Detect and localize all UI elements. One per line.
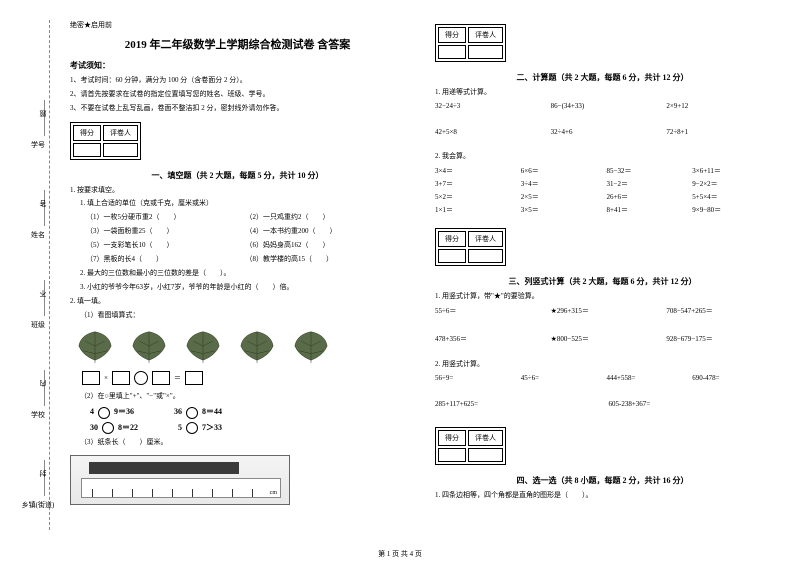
leaf-images — [70, 327, 405, 365]
q1-item: （1）一枚5分硬币重2（ ） — [86, 212, 246, 224]
q2-2: （2）在○里填上"+"、"−"或"×"。 — [80, 391, 405, 403]
binding-label: 姓名 — [18, 230, 58, 240]
equation-boxes: ×＝ — [82, 371, 405, 385]
q1-item: （4）一本书约重200（ ） — [246, 226, 406, 238]
score-box: 得分评卷人 — [435, 427, 506, 465]
calc-row: 56÷9=45÷6=444+558=690-478= — [435, 374, 770, 382]
score-box: 得分评卷人 — [70, 122, 141, 160]
score-box: 得分评卷人 — [435, 24, 506, 62]
q1-3: 3. 小红的爷爷今年63岁，小红7岁，爷爷的年龄是小红的（ ）倍。 — [80, 282, 405, 294]
score-box: 得分评卷人 — [435, 228, 506, 266]
s3-q1: 1. 用竖式计算，带"★"的要验算。 — [435, 291, 770, 303]
calc-row: 42+5×832÷4+672÷8+1 — [435, 128, 770, 136]
q2-heading: 2. 填一填。 — [70, 296, 405, 308]
q2-1: （1）看图填算式： — [80, 310, 405, 322]
right-column: 得分评卷人 二、计算题（共 2 大题，每题 6 分，共计 12 分） 1. 用递… — [435, 20, 770, 505]
q1-item: （6）妈妈身高162（ ） — [246, 240, 406, 252]
binding-mark: 答 — [38, 200, 48, 207]
page-footer: 第 1 页 共 4 页 — [0, 549, 800, 559]
s3-q2: 2. 用竖式计算。 — [435, 359, 770, 371]
binding-mark: 题 — [38, 110, 48, 117]
binding-label: 班级 — [18, 320, 58, 330]
left-column: 绝密★启用前 2019 年二年级数学上学期综合检测试卷 含答案 考试须知： 1、… — [70, 20, 405, 505]
s2-q2: 2. 我会算。 — [435, 151, 770, 163]
eq-row: 4 9＝36 36 8＝44 — [90, 406, 405, 418]
notice-heading: 考试须知： — [70, 60, 405, 71]
secret-label: 绝密★启用前 — [70, 20, 405, 30]
ruler-image: cm — [70, 455, 405, 505]
calc-row: 32−24÷386−(34+33)2×9+12 — [435, 102, 770, 110]
q1-heading: 1. 按要求填空。 — [70, 185, 405, 197]
section-2-title: 二、计算题（共 2 大题，每题 6 分，共计 12 分） — [435, 72, 770, 83]
binding-mark: 不 — [38, 290, 48, 297]
s2-q1: 1. 用递等式计算。 — [435, 87, 770, 99]
notice-item: 1、考试时间：60 分钟，满分为 100 分（含卷面分 2 分）。 — [70, 75, 405, 86]
q1-sub: 1. 填上合适的单位（克或千克，厘米或米） — [80, 198, 405, 210]
binding-mark: 内 — [38, 380, 48, 387]
calc-row: 478+356＝★800−525＝928−679−175＝ — [435, 334, 770, 344]
binding-mark: 封 — [38, 470, 48, 477]
q1-item: （8）教学楼的高15（ ） — [246, 254, 406, 266]
binding-label: 学号 — [18, 140, 58, 150]
q1-item: （7）黑板的长4（ ） — [86, 254, 246, 266]
notice-item: 3、不要在试卷上乱写乱画，卷面不整洁扣 2 分，密封线外请勿作答。 — [70, 103, 405, 114]
q1-item: （2）一只鸡重约2（ ） — [246, 212, 406, 224]
q2-3: （3）纸条长（ ）厘米。 — [80, 437, 405, 449]
q1-item: （5）一支彩笔长10（ ） — [86, 240, 246, 252]
calc-row: 55÷6＝★296+315＝708−547+265＝ — [435, 306, 770, 316]
section-3-title: 三、列竖式计算（共 2 大题，每题 6 分，共计 12 分） — [435, 276, 770, 287]
q1-item: （3）一袋面粉重25（ ） — [86, 226, 246, 238]
calc-grid: 3×4＝6×6＝85−32＝3×6+11＝ 3+7＝3÷4＝31−2＝9−2×2… — [435, 166, 770, 215]
exam-title: 2019 年二年级数学上学期综合检测试卷 含答案 — [70, 36, 405, 52]
q1-2: 2. 最大的三位数和最小的三位数的差是（ ）。 — [80, 268, 405, 280]
calc-row: 285+117+625=605-238+367= — [435, 400, 770, 408]
binding-label: 学校 — [18, 410, 58, 420]
section-1-title: 一、填空题（共 2 大题，每题 5 分，共计 10 分） — [70, 170, 405, 181]
s4-q1: 1. 四条边相等，四个角都是直角的图形是（ ）。 — [435, 490, 770, 502]
notice-item: 2、请首先按要求在试卷的指定位置填写您的姓名、班级、学号。 — [70, 89, 405, 100]
section-4-title: 四、选一选（共 8 小题，每题 2 分，共计 16 分） — [435, 475, 770, 486]
binding-label: 乡镇(街道) — [18, 500, 58, 510]
eq-row: 30 8＝22 5 7＞33 — [90, 422, 405, 434]
